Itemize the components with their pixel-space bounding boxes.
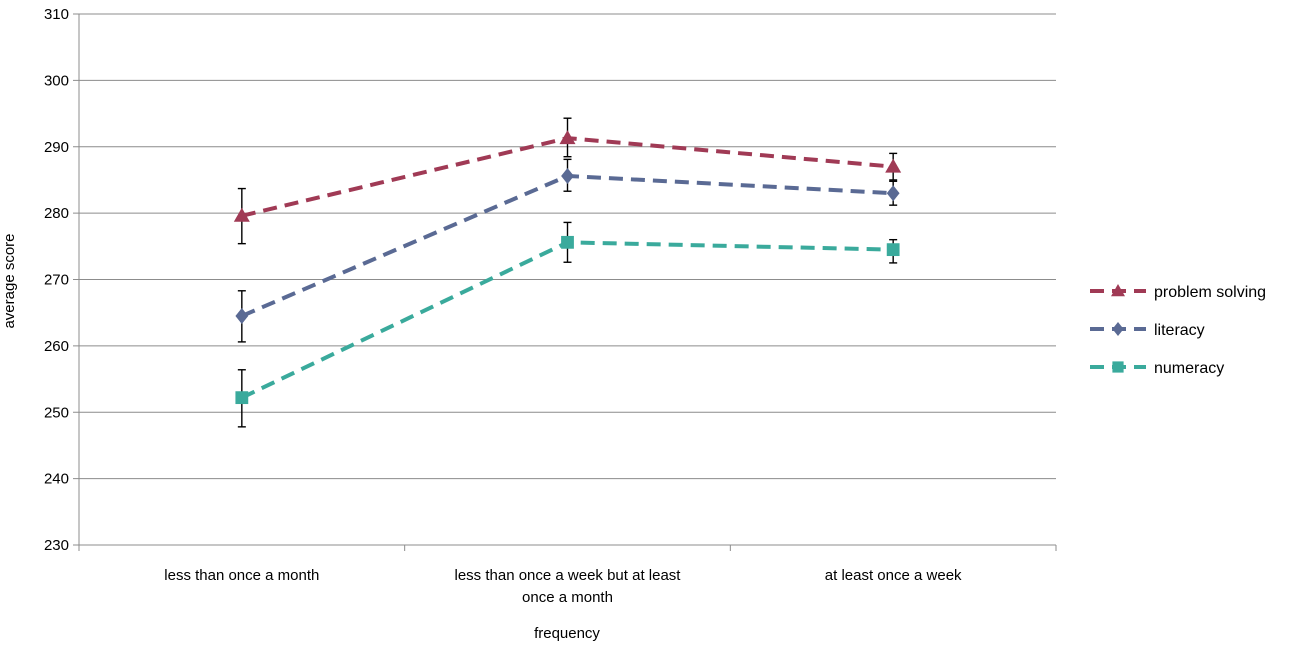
y-tick-label: 240 <box>44 471 69 488</box>
axes <box>73 13 1057 551</box>
y-tick-label: 260 <box>44 338 69 355</box>
marker-square <box>1112 361 1124 373</box>
legend-item-literacy: literacy <box>1090 322 1205 339</box>
marker-triangle <box>233 207 250 222</box>
gridlines <box>79 13 1056 546</box>
marker-triangle <box>885 158 902 173</box>
x-tick-label: at least once a week <box>825 567 962 584</box>
y-tick-label: 300 <box>44 72 69 89</box>
legend-item-numeracy: numeracy <box>1090 360 1224 377</box>
legend-item-problem-solving: problem solving <box>1090 284 1266 301</box>
marker-diamond <box>1112 322 1124 336</box>
y-tick-label: 250 <box>44 404 69 421</box>
marker-diamond <box>235 308 249 325</box>
x-tick-label: less than once a month <box>164 567 319 584</box>
marker-diamond <box>561 167 574 184</box>
y-tick-label: 310 <box>44 6 69 23</box>
y-tick-label: 290 <box>44 139 69 156</box>
marker-diamond <box>886 185 900 202</box>
y-axis-title: average score <box>1 233 18 328</box>
series-line-numeracy <box>240 240 894 400</box>
marker-square <box>561 235 574 249</box>
x-tick-labels: less than once a month less than once a w… <box>164 567 962 606</box>
legend: problem solving literacy numeracy <box>1090 284 1266 377</box>
y-tick-label: 230 <box>44 537 69 554</box>
legend-label: numeracy <box>1154 360 1224 377</box>
marker-square <box>235 391 249 405</box>
error-bars <box>237 117 898 428</box>
y-tick-label: 270 <box>44 272 69 289</box>
series-markers <box>233 130 902 405</box>
legend-label: literacy <box>1154 322 1205 339</box>
marker-triangle <box>1111 284 1125 297</box>
marker-triangle <box>559 130 576 145</box>
x-tick-label: less than once a week but at least once a… <box>455 567 682 606</box>
y-tick-labels: 230 240 250 260 270 280 290 300 310 <box>44 6 69 554</box>
y-tick-label: 280 <box>44 205 69 222</box>
x-axis-title: frequency <box>534 625 600 642</box>
marker-square <box>886 243 900 257</box>
legend-label: problem solving <box>1154 284 1266 301</box>
